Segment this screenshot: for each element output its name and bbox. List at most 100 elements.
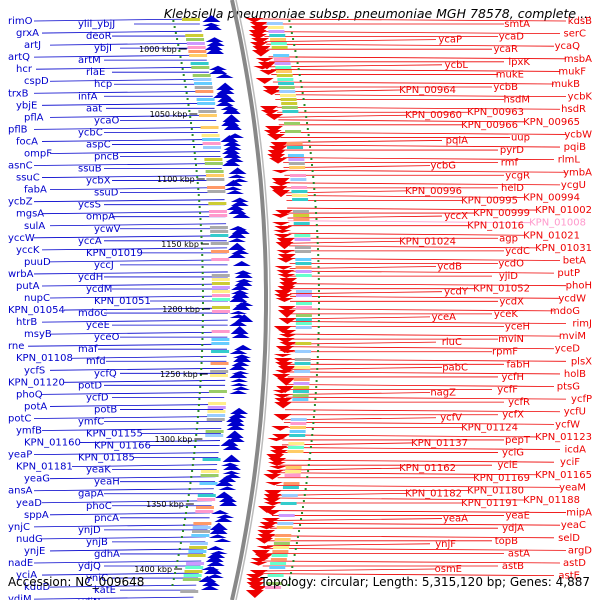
tick-dot [307, 470, 310, 472]
gene-label-ynjb: ynjB [86, 537, 108, 548]
forward-feature [228, 167, 247, 174]
gene-label-pqib: pqiB [564, 142, 586, 153]
category-block [211, 250, 230, 253]
gene-label-hcp: hcp [94, 79, 112, 90]
tick-dot [187, 494, 190, 496]
gene-label-phoh: phoH [566, 281, 592, 292]
category-block [285, 470, 302, 473]
gene-label-ycfx: ycfX [502, 410, 524, 421]
reverse-feature [269, 466, 288, 470]
topology-label: Topology: circular; Length: 5,315,120 bp… [260, 575, 590, 589]
reverse-feature [275, 210, 294, 216]
forward-feature [232, 212, 251, 218]
tick-dot [317, 266, 320, 268]
gene-label-kpn_01016: KPN_01016 [467, 221, 524, 232]
category-block [267, 26, 284, 29]
reverse-feature [255, 78, 274, 84]
category-block [270, 558, 287, 561]
gene-label-ymba: ymbA [563, 167, 592, 178]
category-block [286, 142, 303, 145]
gene-label-ycbx: ycbX [86, 176, 111, 187]
reverse-feature [249, 22, 268, 29]
leader-line [277, 114, 407, 118]
leader-line [289, 258, 561, 261]
gene-label-ycap: ycaP [438, 35, 462, 46]
tick-dot [201, 350, 204, 352]
category-block [207, 410, 226, 413]
category-block [282, 486, 299, 489]
reverse-feature [272, 374, 291, 380]
category-block [294, 362, 311, 365]
tick-dot [316, 368, 319, 370]
leader-line [41, 319, 228, 323]
tick-dot [288, 578, 291, 580]
tick-dot [317, 254, 320, 256]
tick-dot [295, 56, 298, 58]
gene-label-ycgu: ycgU [561, 180, 586, 191]
category-block [207, 190, 226, 193]
tick-dot [198, 398, 201, 400]
gene-label-ycdy: ycdY [444, 287, 469, 298]
forward-feature [215, 479, 234, 486]
reverse-feature [276, 270, 295, 276]
tick-dot [316, 356, 319, 358]
gene-label-cspd: cspD [24, 76, 49, 87]
category-block [289, 166, 306, 169]
forward-feature [231, 249, 250, 254]
category-block [210, 242, 229, 245]
gene-label-pyrd: pyrD [500, 145, 524, 156]
reverse-feature [259, 522, 278, 529]
category-block [280, 98, 297, 101]
forward-feature [208, 65, 227, 70]
forward-feature [228, 242, 247, 250]
reverse-feature [278, 318, 297, 325]
category-block [211, 286, 230, 289]
kbp-label: 1400 kbp [134, 565, 172, 574]
tick-dot [305, 482, 308, 484]
gene-label-rimo: rimO [8, 16, 33, 27]
category-block [295, 294, 312, 297]
forward-feature [206, 47, 225, 54]
tick-dot [196, 182, 199, 184]
tick-dot [201, 272, 204, 274]
reverse-feature [267, 154, 286, 161]
gene-label-ybje: ybjE [16, 100, 37, 111]
gene-label-ycad: ycaD [499, 32, 525, 43]
reverse-feature [266, 134, 285, 141]
gene-label-ycek: yceK [494, 309, 519, 320]
gene-label-ycbk: ycbK [568, 92, 593, 103]
category-block [194, 82, 213, 85]
category-block [281, 106, 298, 109]
gene-label-yeae: yeaE [505, 511, 530, 522]
reverse-feature [279, 278, 298, 285]
category-block [191, 534, 210, 537]
gene-label-rimj: rimJ [572, 319, 592, 330]
reverse-feature [271, 426, 290, 431]
tick-dot [317, 338, 320, 340]
category-block [278, 86, 295, 89]
forward-feature [231, 360, 250, 366]
tick-dot [300, 86, 303, 88]
gene-label-puud: puuD [24, 257, 51, 268]
forward-feature [202, 15, 221, 22]
gene-label-asta: astA [508, 548, 530, 559]
gene-label-kpn_00995: KPN_00995 [461, 195, 518, 206]
gene-label-hsdm: hsdM [503, 95, 530, 106]
category-block [196, 98, 215, 101]
tick-dot [182, 74, 185, 76]
category-block [211, 350, 230, 353]
category-block [295, 262, 312, 265]
tick-dot [317, 290, 320, 292]
leader-line [41, 500, 213, 504]
category-block [279, 90, 296, 93]
forward-feature [229, 390, 248, 394]
gene-label-ydja: ydjA [502, 523, 524, 534]
category-block [211, 258, 230, 261]
tick-dot [201, 284, 204, 286]
reverse-feature [272, 390, 291, 394]
forward-feature [227, 238, 246, 242]
reverse-feature [274, 362, 293, 368]
reverse-feature [251, 38, 270, 44]
category-block [294, 246, 311, 249]
tick-dot [193, 152, 196, 154]
